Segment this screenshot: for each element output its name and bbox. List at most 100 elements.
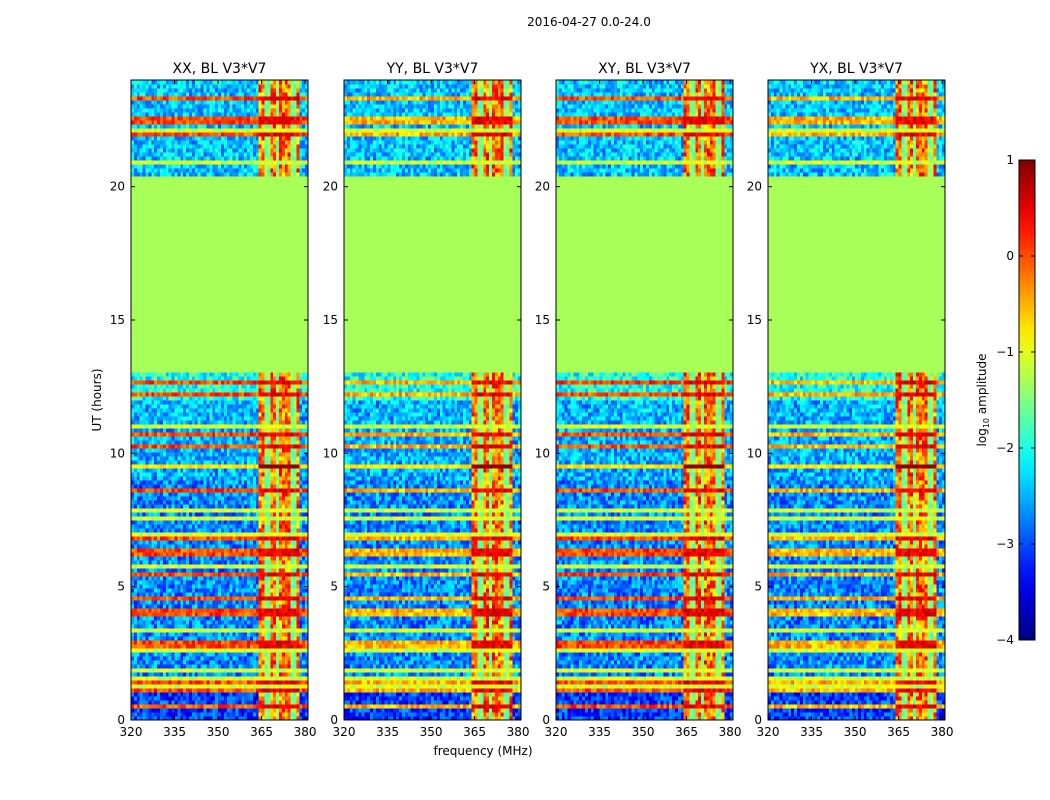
heatmap-cell bbox=[273, 472, 277, 477]
heatmap-cell bbox=[287, 692, 291, 697]
heatmap-cell bbox=[206, 460, 210, 465]
heatmap-cell bbox=[267, 536, 271, 541]
heatmap-cell bbox=[241, 560, 245, 565]
heatmap-cell bbox=[186, 596, 190, 601]
heatmap-cell bbox=[189, 540, 193, 545]
heatmap-cell bbox=[203, 608, 207, 613]
heatmap-cell bbox=[235, 684, 239, 689]
heatmap-cell bbox=[215, 676, 219, 681]
heatmap-cell bbox=[218, 616, 222, 621]
heatmap-cell bbox=[249, 564, 254, 569]
heatmap-cell bbox=[154, 584, 158, 589]
heatmap-cell bbox=[209, 616, 213, 621]
heatmap-cell bbox=[278, 660, 283, 665]
heatmap-cell bbox=[133, 532, 138, 537]
heatmap-cell bbox=[249, 552, 254, 557]
heatmap-cell bbox=[180, 524, 184, 529]
heatmap-cell bbox=[276, 616, 280, 621]
heatmap-cell bbox=[241, 640, 245, 645]
heatmap-cell bbox=[154, 596, 158, 601]
heatmap-cell bbox=[160, 560, 164, 565]
heatmap-cell bbox=[177, 468, 181, 473]
heatmap-cell bbox=[162, 644, 167, 649]
heatmap-cell bbox=[203, 432, 207, 437]
heatmap-cell bbox=[305, 444, 309, 449]
heatmap-cell bbox=[215, 500, 219, 505]
heatmap-cell bbox=[287, 460, 291, 465]
heatmap-cell bbox=[247, 692, 251, 697]
heatmap-cell bbox=[284, 500, 289, 505]
heatmap-cell bbox=[232, 408, 236, 413]
heatmap-cell bbox=[200, 496, 204, 501]
heatmap-cell bbox=[151, 480, 155, 485]
heatmap-cell bbox=[191, 440, 196, 445]
heatmap-cell bbox=[218, 660, 222, 665]
heatmap-cell bbox=[232, 716, 236, 721]
heatmap-cell bbox=[154, 544, 158, 549]
heatmap-cell bbox=[232, 708, 236, 713]
heatmap-cell bbox=[267, 676, 271, 681]
heatmap-cell bbox=[241, 480, 245, 485]
heatmap-cell bbox=[206, 564, 210, 569]
heatmap-cell bbox=[287, 488, 291, 493]
heatmap-cell bbox=[206, 424, 210, 429]
heatmap-cell bbox=[145, 452, 149, 457]
heatmap-cell bbox=[160, 464, 164, 469]
heatmap-cell bbox=[302, 560, 306, 565]
heatmap-cell bbox=[206, 552, 210, 557]
heatmap-cell bbox=[247, 712, 251, 717]
heatmap-cell bbox=[278, 560, 283, 565]
heatmap-cell bbox=[247, 716, 251, 721]
heatmap-cell bbox=[264, 516, 268, 521]
heatmap-cell bbox=[209, 476, 213, 481]
heatmap-cell bbox=[191, 612, 196, 617]
heatmap-cell bbox=[186, 412, 190, 417]
heatmap-cell bbox=[212, 476, 216, 481]
heatmap-cell bbox=[142, 544, 146, 549]
heatmap-cell bbox=[194, 572, 199, 577]
heatmap-cell bbox=[168, 596, 172, 601]
heatmap-cell bbox=[191, 456, 196, 461]
heatmap-cell bbox=[139, 684, 143, 689]
heatmap-cell bbox=[162, 548, 167, 553]
heatmap-cell bbox=[215, 528, 219, 533]
heatmap-cell bbox=[186, 392, 190, 397]
heatmap-cell bbox=[209, 508, 213, 513]
heatmap-cell bbox=[287, 436, 291, 441]
heatmap-cell bbox=[139, 536, 143, 541]
heatmap-cell bbox=[270, 452, 274, 457]
heatmap-cell bbox=[284, 616, 289, 621]
heatmap-cell bbox=[276, 392, 280, 397]
heatmap-cell bbox=[226, 624, 230, 629]
heatmap-cell bbox=[191, 532, 196, 537]
heatmap-cell bbox=[212, 536, 216, 541]
heatmap-cell bbox=[290, 576, 294, 581]
heatmap-cell bbox=[278, 420, 283, 425]
heatmap-cell bbox=[145, 708, 149, 713]
heatmap-cell bbox=[174, 664, 178, 669]
heatmap-cell bbox=[267, 636, 271, 641]
heatmap-cell bbox=[151, 548, 155, 553]
heatmap-cell bbox=[238, 688, 242, 693]
heatmap-cell bbox=[133, 468, 138, 473]
heatmap-cell bbox=[151, 504, 155, 509]
heatmap-cell bbox=[296, 416, 300, 421]
heatmap-cell bbox=[206, 672, 210, 677]
heatmap-cell bbox=[203, 628, 207, 633]
heatmap-cell bbox=[220, 480, 225, 485]
heatmap-cell bbox=[142, 628, 146, 633]
heatmap-cell bbox=[258, 452, 262, 457]
heatmap-cell bbox=[162, 420, 167, 425]
heatmap-cell bbox=[171, 472, 175, 477]
heatmap-cell bbox=[139, 404, 143, 409]
heatmap-cell bbox=[145, 432, 149, 437]
heatmap-cell bbox=[302, 696, 306, 701]
heatmap-cell bbox=[293, 420, 297, 425]
heatmap-cell bbox=[238, 612, 242, 617]
heatmap-cell bbox=[229, 484, 233, 489]
heatmap-cell bbox=[212, 564, 216, 569]
heatmap-cell bbox=[218, 564, 222, 569]
heatmap-cell bbox=[232, 700, 236, 705]
heatmap-cell bbox=[232, 672, 236, 677]
heatmap-cell bbox=[273, 464, 277, 469]
